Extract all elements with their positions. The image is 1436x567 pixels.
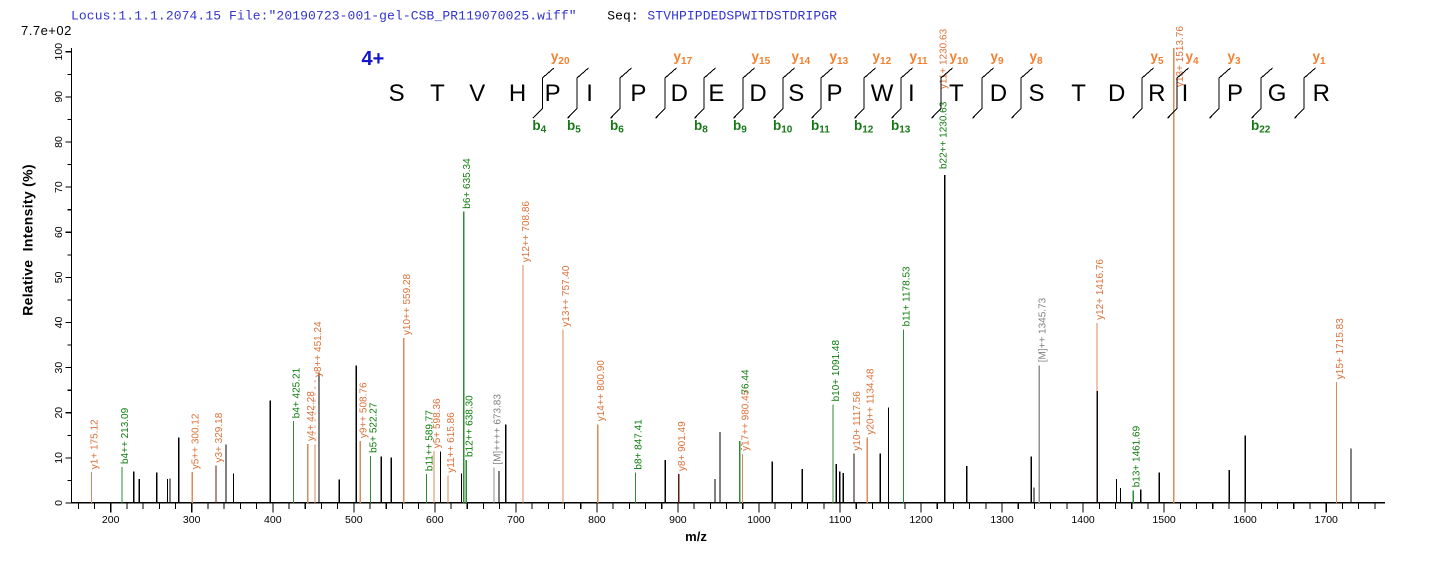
svg-text:b5+ 522.27: b5+ 522.27 [369,402,380,453]
svg-text:D: D [671,80,688,107]
svg-text:E: E [708,80,724,107]
svg-text:y13+ 1513.76: y13+ 1513.76 [1175,26,1186,87]
svg-text:P: P [1227,80,1243,107]
svg-text:1700: 1700 [1315,514,1339,526]
svg-text:y5+ 598.36: y5+ 598.36 [432,398,443,448]
svg-text:S: S [389,80,405,107]
svg-text:b12++ 638.30: b12++ 638.30 [464,395,475,457]
svg-text:y3+ 329.18: y3+ 329.18 [214,412,225,462]
svg-text:1300: 1300 [990,514,1014,526]
svg-text:y1+ 175.12: y1+ 175.12 [90,419,101,469]
svg-text:y20++ 1134.48: y20++ 1134.48 [866,368,877,434]
svg-text:P: P [826,80,842,107]
svg-text:y12+ 1416.76: y12+ 1416.76 [1095,259,1106,320]
svg-text:[M]++++ 673.83: [M]++++ 673.83 [492,394,503,465]
svg-text:80: 80 [53,136,65,148]
svg-text:1100: 1100 [829,514,852,526]
svg-text:b11++ 589.77: b11++ 589.77 [425,410,436,471]
svg-text:y4+ 442.28: y4+ 442.28 [306,391,317,441]
svg-text:I: I [1182,80,1189,107]
svg-text:STVHPIPDEDSPWITDSTDRIPGR: STVHPIPDEDSPWITDSTDRIPGR [647,9,837,24]
svg-text:b4+ 425.21: b4+ 425.21 [292,367,303,418]
svg-text:y10++ 559.28: y10++ 559.28 [402,273,413,335]
svg-text:7.7e+02: 7.7e+02 [21,23,72,38]
svg-text:H: H [509,80,526,107]
svg-text:y11++ 615.86: y11++ 615.86 [446,412,457,473]
svg-text:I: I [908,80,915,107]
svg-text:30: 30 [53,362,65,374]
svg-text:y8+ 901.49: y8+ 901.49 [677,421,688,471]
svg-text:Seq:: Seq: [607,9,639,24]
svg-text:Locus:1.1.1.2074.15 File:"2019: Locus:1.1.1.2074.15 File:"20190723-001-g… [71,9,577,24]
svg-text:D: D [749,80,766,107]
svg-text:I: I [586,80,593,107]
svg-text:20: 20 [53,407,65,419]
svg-text:Relative Intensity (%): Relative Intensity (%) [20,164,36,316]
svg-text:1200: 1200 [909,514,933,526]
svg-text:T: T [949,80,964,107]
svg-text:1500: 1500 [1152,514,1176,526]
svg-text:D: D [1108,80,1125,107]
svg-text:y17++ 980.45: y17++ 980.45 [741,389,752,451]
svg-text:D: D [990,80,1007,107]
svg-text:1600: 1600 [1233,514,1257,526]
svg-text:70: 70 [53,181,65,193]
svg-text:y5++ 300.12: y5++ 300.12 [190,413,201,469]
svg-text:G: G [1268,80,1287,107]
svg-text:40: 40 [53,317,65,329]
svg-text:T: T [430,80,445,107]
svg-text:y9++ 508.76: y9++ 508.76 [358,382,369,438]
svg-text:y13++ 757.40: y13++ 757.40 [561,265,572,327]
svg-text:V: V [469,80,485,107]
svg-text:1400: 1400 [1071,514,1095,526]
svg-text:600: 600 [426,514,444,526]
svg-text:900: 900 [669,514,687,526]
svg-text:m/z: m/z [685,529,707,544]
svg-text:500: 500 [345,514,363,526]
svg-text:50: 50 [53,271,65,283]
svg-text:0: 0 [53,500,65,506]
svg-text:b6+ 635.34: b6+ 635.34 [462,158,473,209]
svg-text:700: 700 [507,514,525,526]
svg-text:y8++ 451.24: y8++ 451.24 [313,321,324,377]
svg-text:S: S [1028,80,1044,107]
svg-text:y11+ 1230.63: y11+ 1230.63 [939,28,950,89]
svg-text:400: 400 [264,514,282,526]
svg-text:b22++ 1230.63: b22++ 1230.63 [939,101,950,169]
svg-text:4+: 4+ [362,48,385,70]
svg-text:R: R [1148,80,1165,107]
svg-text:100: 100 [53,43,65,61]
svg-text:P: P [545,80,561,107]
svg-text:P: P [630,80,646,107]
svg-text:800: 800 [588,514,606,526]
svg-text:76.44: 76.44 [741,369,752,394]
svg-text:1000: 1000 [747,514,771,526]
svg-text:y10+ 1117.56: y10+ 1117.56 [852,391,863,451]
svg-text:b4++ 213.09: b4++ 213.09 [120,407,131,464]
svg-text:200: 200 [102,514,120,526]
svg-text:y14++ 800.90: y14++ 800.90 [596,360,607,422]
svg-text:300: 300 [183,514,201,526]
svg-text:[M]++ 1345.73: [M]++ 1345.73 [1037,297,1048,362]
svg-text:b13+ 1461.69: b13+ 1461.69 [1131,425,1142,487]
svg-text:y12++ 708.86: y12++ 708.86 [521,201,532,263]
svg-text:b11+ 1178.53: b11+ 1178.53 [902,266,913,326]
svg-text:S: S [788,80,804,107]
svg-text:b10+ 1091.48: b10+ 1091.48 [831,340,842,402]
svg-text:T: T [1071,80,1086,107]
svg-text:b8+ 847.41: b8+ 847.41 [634,419,645,470]
svg-text:R: R [1313,80,1330,107]
svg-text:W: W [871,80,894,107]
svg-text:90: 90 [53,91,65,103]
svg-text:y15+ 1715.83: y15+ 1715.83 [1335,318,1346,379]
svg-text:60: 60 [53,226,65,238]
svg-text:10: 10 [53,452,65,464]
